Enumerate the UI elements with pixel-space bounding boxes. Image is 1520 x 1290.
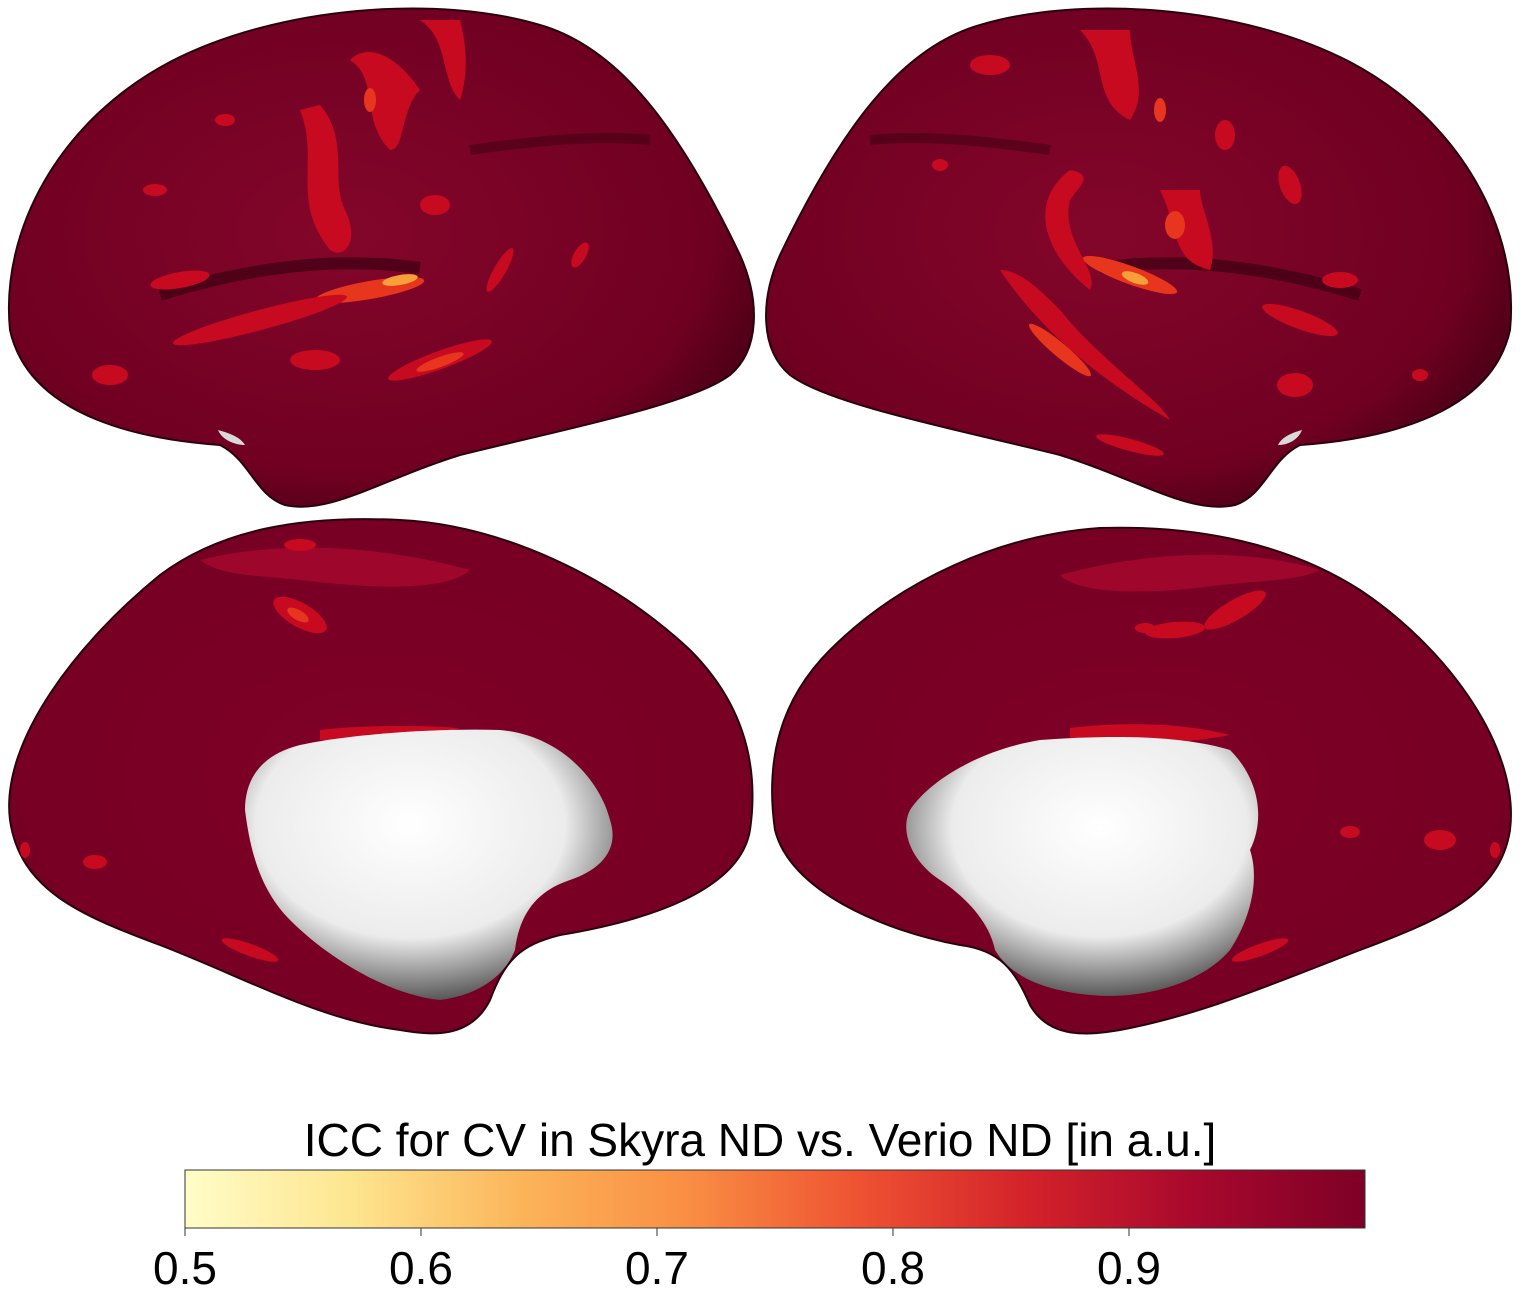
colorbar-tick-label: 0.8: [861, 1242, 925, 1290]
colorbar-tick-label: 0.7: [625, 1242, 689, 1290]
right-medial-wall: [906, 737, 1259, 996]
left-hemisphere-lateral: [7, 7, 755, 508]
colorbar: 0.5 0.6 0.7 0.8 0.9: [153, 1169, 1366, 1290]
left-medial-wall: [245, 729, 613, 1000]
brain-surface-renderings: [7, 7, 1513, 1035]
colorbar-ticks: 0.5 0.6 0.7 0.8 0.9: [153, 1228, 1161, 1290]
colorbar-title: ICC for CV in Skyra ND vs. Verio ND [in …: [303, 1114, 1217, 1166]
right-hemisphere-lateral: [765, 7, 1513, 508]
right-hemisphere-medial: [771, 526, 1512, 1035]
colorbar-tick-label: 0.5: [153, 1242, 217, 1290]
colorbar-tick-label: 0.9: [1097, 1242, 1161, 1290]
left-hemisphere-medial: [8, 518, 754, 1035]
colorbar-gradient: [184, 1169, 1366, 1229]
colorbar-tick-label: 0.6: [389, 1242, 453, 1290]
